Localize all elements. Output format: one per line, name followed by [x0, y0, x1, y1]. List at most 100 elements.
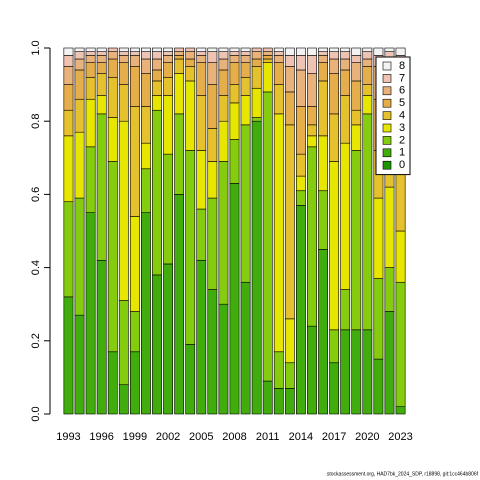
bar-segment — [362, 58, 373, 67]
bar-segment — [284, 362, 295, 389]
legend-label: 8 — [399, 60, 405, 72]
bar-segment — [96, 259, 107, 415]
bar-segment — [340, 47, 351, 52]
bar-segment — [207, 128, 218, 162]
bar-segment — [218, 161, 229, 305]
legend-label: 1 — [399, 147, 405, 159]
bar-segment — [196, 259, 207, 415]
bar-segment — [63, 135, 74, 203]
bar-segment — [395, 230, 406, 283]
bar-segment — [262, 58, 273, 63]
bar-segment — [218, 120, 229, 162]
bar-segment — [196, 150, 207, 210]
bar-segment — [296, 175, 306, 192]
legend-swatch — [382, 148, 392, 158]
bar-segment — [395, 168, 406, 232]
bar-segment — [284, 318, 295, 364]
bar-segment — [96, 113, 107, 261]
bar-segment — [384, 267, 395, 312]
bar-segment — [118, 84, 129, 122]
legend-swatch — [382, 136, 392, 145]
bar-segment — [141, 106, 151, 144]
legend-label: 0 — [399, 159, 405, 171]
bar-segment — [107, 47, 118, 52]
bar-segment — [96, 47, 107, 52]
bar-segment — [395, 406, 406, 415]
legend-swatch — [382, 160, 392, 170]
y-tick-label: 0.2 — [30, 333, 42, 348]
bar-segment — [118, 55, 129, 63]
bar-segment — [85, 62, 96, 78]
bar-segment — [284, 66, 295, 93]
x-tick-label: 1999 — [123, 431, 147, 443]
bar-segment — [196, 95, 207, 151]
bar-segment — [329, 113, 340, 162]
bar-segment — [240, 47, 251, 52]
x-tick-label: 2011 — [256, 431, 280, 443]
bar-segment — [296, 55, 306, 71]
bar-segment — [174, 47, 185, 52]
bar-segment — [63, 84, 74, 111]
bar-segment — [384, 186, 395, 268]
bar-segment — [141, 58, 151, 74]
bar-segment — [163, 47, 173, 52]
bar-segment — [141, 142, 151, 170]
bar-segment — [185, 66, 196, 82]
bar-segment — [318, 135, 328, 192]
bar-segment — [63, 47, 74, 56]
bar-segment — [107, 58, 118, 78]
y-tick-label: 1.0 — [30, 40, 42, 55]
legend-label: 2 — [399, 134, 405, 146]
bar-segment — [118, 300, 129, 386]
bar-segment — [141, 168, 151, 213]
bar-segment — [74, 131, 85, 199]
bar-segment — [307, 146, 317, 327]
bar-segment — [329, 161, 340, 331]
bar-segment — [196, 51, 207, 56]
bar-segment — [262, 91, 273, 382]
legend-box — [375, 56, 411, 176]
bar-segment — [296, 69, 306, 107]
bar-segment — [329, 329, 340, 364]
bar-segment — [395, 47, 406, 56]
bar-segment — [251, 47, 262, 52]
legend-swatch — [382, 123, 392, 133]
bar-segment — [373, 197, 384, 279]
legend-swatch — [382, 98, 392, 108]
bar-segment — [152, 69, 162, 82]
bar-segment — [284, 388, 295, 415]
y-tick-label: 0.4 — [30, 260, 42, 275]
legend-swatch — [382, 74, 392, 83]
bar-segment — [96, 51, 107, 56]
bar-segment — [229, 139, 240, 184]
legend-label: 6 — [399, 85, 405, 97]
bar-segment — [163, 263, 173, 415]
bar-segment — [229, 84, 240, 104]
bar-segment — [85, 76, 96, 100]
bar-segment — [163, 153, 173, 265]
bar-segment — [273, 84, 284, 115]
bar-segment — [307, 47, 317, 56]
x-tick-label: 2014 — [289, 431, 313, 443]
bar-segment — [85, 51, 96, 56]
bar-segment — [262, 55, 273, 60]
bar-segment — [141, 51, 151, 60]
bar-segment — [351, 109, 362, 126]
bar-segment — [296, 190, 306, 206]
bar-segment — [240, 95, 251, 126]
x-tick-label: 2020 — [355, 431, 379, 443]
bar-segment — [395, 281, 406, 407]
bar-segment — [251, 120, 262, 415]
bar-segment — [152, 80, 162, 96]
bar-segment — [207, 84, 218, 129]
bar-segment — [63, 55, 74, 67]
bar-segment — [107, 161, 118, 353]
bar-segment — [152, 274, 162, 415]
bar-segment — [141, 47, 151, 52]
bar-segment — [284, 55, 295, 67]
bar-segment — [273, 351, 284, 389]
x-tick-label: 2023 — [388, 431, 412, 443]
bar-segment — [218, 47, 229, 52]
bar-segment — [96, 55, 107, 63]
bar-segment — [207, 62, 218, 85]
